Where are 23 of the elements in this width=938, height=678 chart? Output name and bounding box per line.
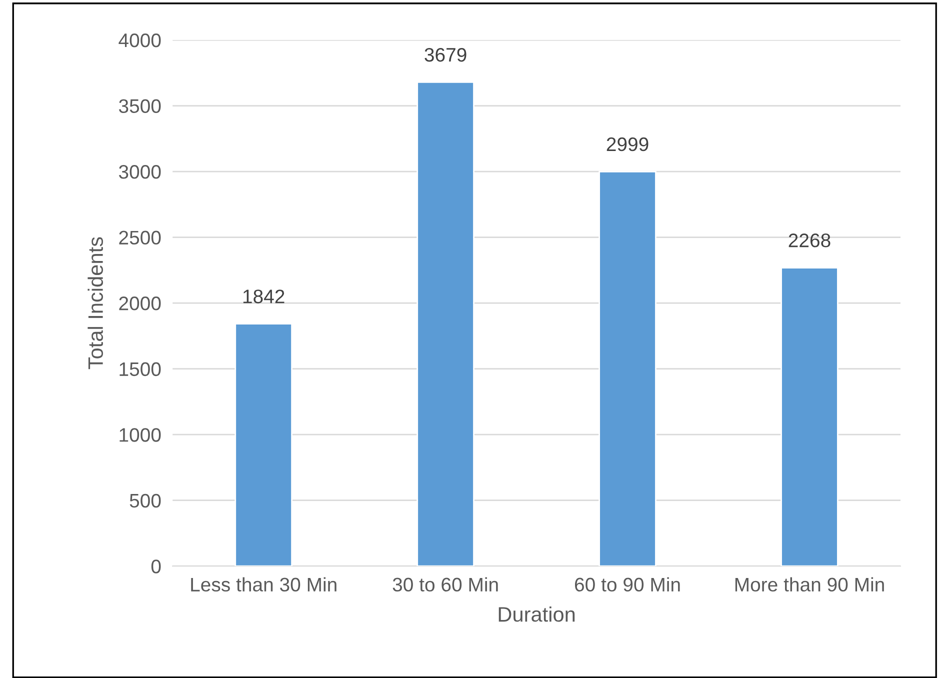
- y-tick-label: 2500: [119, 230, 161, 245]
- data-label: 2268: [788, 234, 830, 248]
- bar: [416, 82, 474, 566]
- x-tick-label: More than 90 Min: [735, 577, 884, 592]
- y-tick-label: 3500: [118, 99, 161, 114]
- x-tick-label: 60 to 90 Min: [575, 577, 680, 592]
- y-tick-label: 2000: [119, 296, 161, 310]
- x-tick-label: 30 to 60 Min: [392, 577, 498, 592]
- y-axis-title: Total Incidents: [88, 237, 103, 370]
- data-label: 1842: [243, 290, 284, 304]
- data-label: 3679: [424, 48, 466, 62]
- y-tick-label: 3000: [118, 165, 161, 179]
- x-axis-title: Duration: [498, 606, 575, 622]
- bar: [780, 267, 838, 566]
- bar: [234, 323, 292, 566]
- y-tick-label: 0: [151, 560, 161, 574]
- y-tick-label: 500: [130, 494, 161, 508]
- y-tick-label: 1000: [120, 428, 161, 442]
- y-tick-label: 1500: [120, 362, 161, 376]
- bar: [598, 170, 656, 566]
- data-label: 2999: [606, 137, 648, 152]
- y-tick-label: 4000: [118, 33, 161, 48]
- x-tick-label: Less than 30 Min: [191, 577, 336, 592]
